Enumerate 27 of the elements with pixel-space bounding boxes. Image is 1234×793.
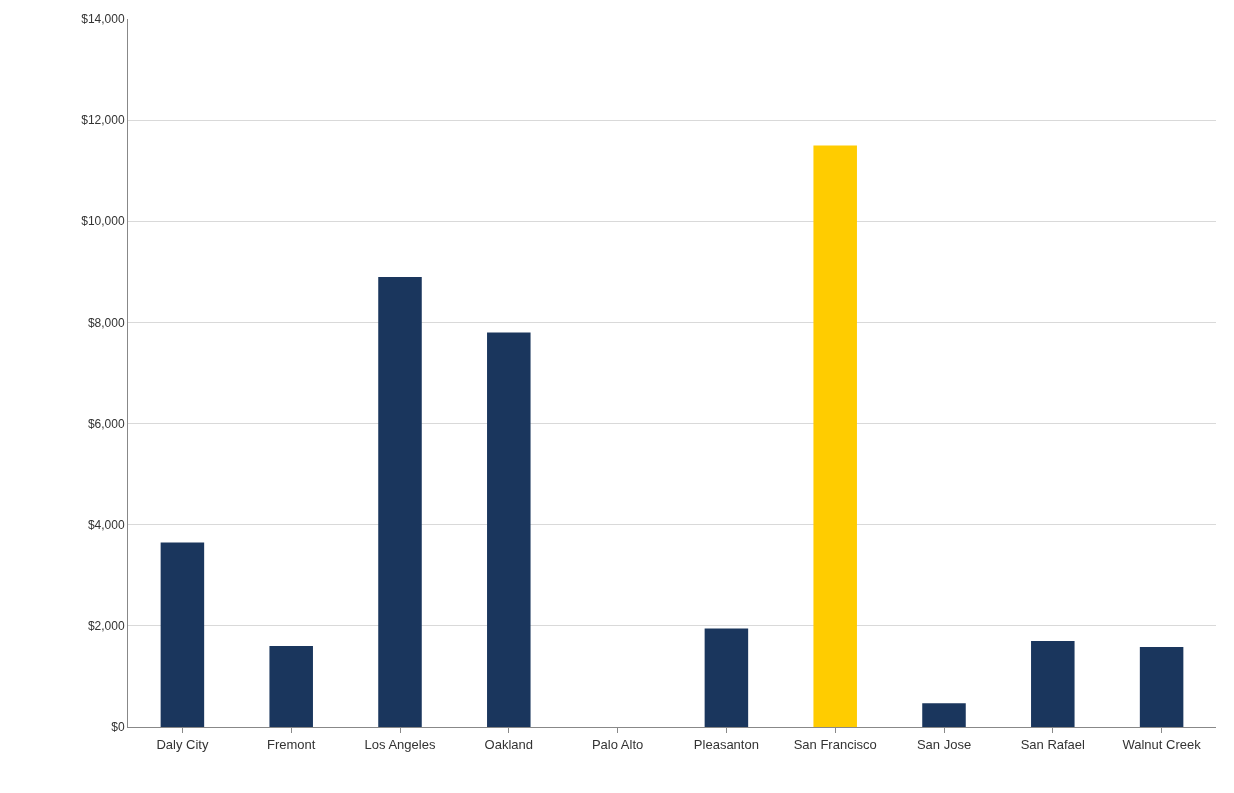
x-tick-label: Walnut Creek [1122,736,1202,752]
y-tick-label: $0 [111,720,125,735]
bar [487,332,531,727]
bar [378,276,422,727]
y-tick-label: $2,000 [87,619,125,634]
x-tick-label: Los Angeles [364,736,436,752]
y-tick-label: $10,000 [81,214,125,229]
x-tick-label: Palo Alto [591,736,644,752]
bar [269,646,313,727]
x-tick-label: Pleasanton [693,736,759,752]
bar [1139,647,1184,727]
y-tick-label: $4,000 [87,517,125,532]
y-tick-label: $12,000 [81,113,125,128]
x-tick-label: Daly City [156,736,209,752]
x-tick-label: San Francisco [793,736,877,752]
bar [160,542,205,727]
y-tick-label: $6,000 [87,416,125,431]
x-tick-label: San Rafael [1020,736,1086,752]
bar [704,628,749,727]
x-tick-label: San Jose [916,736,972,752]
x-tick-label: Oakland [484,736,534,752]
y-tick-label: $14,000 [81,12,125,27]
x-tick-label: Fremont [267,736,316,752]
bar [1031,641,1075,727]
bar [922,703,966,727]
y-tick-label: $8,000 [87,315,125,330]
bar [813,145,857,727]
